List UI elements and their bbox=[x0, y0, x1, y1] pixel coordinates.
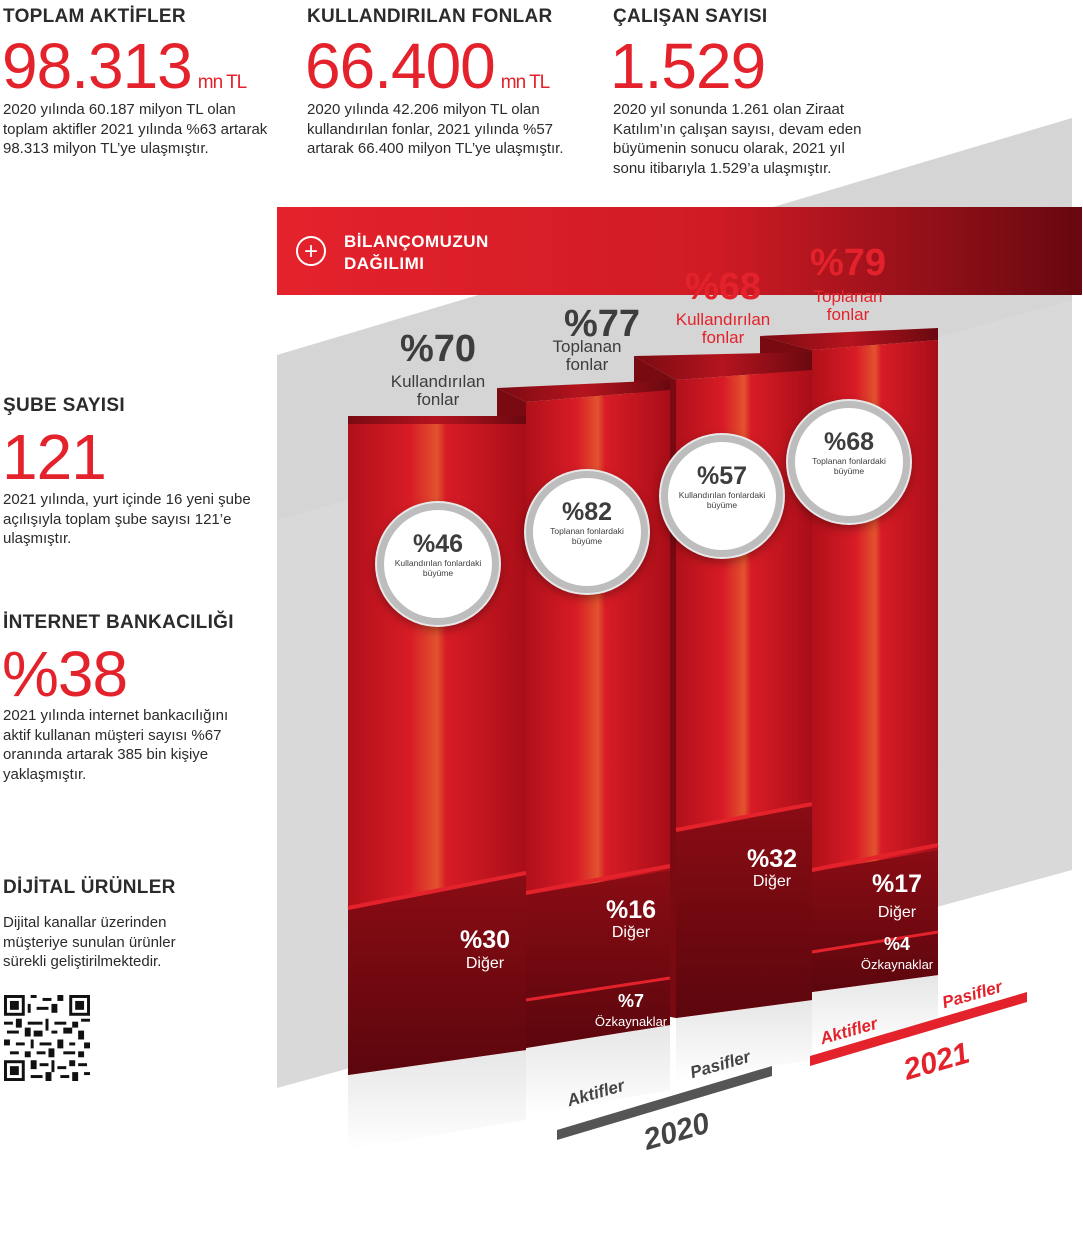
total-assets-desc: 2020 yılında 60.187 milyon TL olan topla… bbox=[3, 101, 268, 157]
bar-4-other-label: Diğer bbox=[877, 904, 917, 921]
internet-banking-desc: 2021 yılında internet bankacılığını akti… bbox=[3, 707, 229, 783]
used-funds-title: KULLANDIRILAN FONLAR bbox=[307, 6, 553, 27]
bar-3-top bbox=[634, 352, 812, 380]
total-assets-number: 98.313 bbox=[2, 30, 193, 102]
digital-desc: Dijital kanallar üzerinden müşteriye sun… bbox=[3, 914, 176, 970]
total-assets-value: 98.313 mn TL bbox=[2, 34, 248, 115]
bar-3-main-value: %68 bbox=[684, 266, 762, 308]
branches-value: 121 bbox=[2, 421, 107, 493]
bar-1-other-label: Diğer bbox=[465, 955, 505, 972]
bar-1-growth-value: %46 bbox=[412, 530, 464, 558]
bar-4-growth-label: Toplanan fonlardaki büyüme bbox=[812, 456, 886, 476]
bar-1-main-label-1: Kullandırılan bbox=[390, 372, 486, 391]
employees-title: ÇALIŞAN SAYISI bbox=[613, 6, 768, 27]
bar-1-main-label: Kullandırılan fonlar bbox=[348, 373, 528, 409]
bar-1-main-value: %70 bbox=[399, 328, 477, 370]
bar-3-growth-badge: %57 Kullandırılan fonlardaki büyüme bbox=[668, 442, 776, 550]
bar-4-growth-value: %68 bbox=[823, 428, 875, 456]
floor-shadow-1 bbox=[348, 1050, 526, 1150]
floor-shadow-3 bbox=[676, 1000, 812, 1080]
bar-2-equity-label: Özkaynaklar bbox=[594, 1014, 668, 1029]
bar-1-main-label-2: fonlar bbox=[416, 390, 460, 409]
bar-3-other-label: Diğer bbox=[752, 873, 792, 890]
bar-3-other-value: %32 bbox=[746, 845, 798, 873]
bar-3-main-label-2: fonlar bbox=[701, 328, 745, 347]
qr-code-icon[interactable] bbox=[4, 995, 90, 1081]
floor-shadow-2 bbox=[526, 1025, 670, 1115]
bar-4-growth-badge: %68 Toplanan fonlardaki büyüme bbox=[795, 408, 903, 516]
banner-title: BİLANÇOMUZUN DAĞILIMI bbox=[344, 231, 489, 275]
used-funds-value: 66.400 mn TL bbox=[305, 34, 551, 115]
axis-2020-strip bbox=[557, 1066, 772, 1140]
bar-4-equity-value: %4 bbox=[883, 934, 910, 954]
bar-3-main-label-1: Kullandırılan bbox=[675, 310, 771, 329]
internet-banking-title: İNTERNET BANKACILIĞI bbox=[3, 612, 234, 633]
employees-value: 1.529 bbox=[610, 30, 766, 102]
bar-4-main-label-1: Toplanan bbox=[813, 287, 883, 306]
bar-2-main-value: %77 bbox=[563, 303, 641, 345]
bar-3-growth-label: Kullandırılan fonlardaki büyüme bbox=[678, 490, 766, 510]
bar-3-main-label: Kullandırılan fonlar bbox=[633, 311, 813, 347]
bar-4-top bbox=[760, 328, 938, 350]
bar-1-other-value: %30 bbox=[459, 926, 511, 954]
bar-2-growth-value: %82 bbox=[561, 498, 613, 526]
bar-3-seg-other bbox=[676, 806, 812, 1018]
banner-edge bbox=[1070, 207, 1082, 295]
axis-2021-strip bbox=[810, 992, 1027, 1066]
total-assets-unit: mn TL bbox=[197, 72, 248, 93]
bar-4-seg-other bbox=[812, 850, 938, 992]
bar-2-top bbox=[497, 380, 670, 402]
plus-circle-icon[interactable]: + bbox=[296, 236, 326, 266]
branches-desc: 2021 yılında, yurt içinde 16 yeni şube a… bbox=[3, 491, 251, 547]
bar-4-main-value: %79 bbox=[809, 242, 887, 284]
banner-title-line1: BİLANÇOMUZUN bbox=[344, 232, 489, 251]
banner-bg bbox=[277, 207, 1070, 295]
bar-2-other-label: Diğer bbox=[611, 924, 651, 941]
bar-4-main-label-2: fonlar bbox=[826, 305, 870, 324]
bar-4-equity-label: Özkaynaklar bbox=[860, 957, 934, 972]
bar-1-seg-other bbox=[348, 875, 526, 1075]
digital-title: DİJİTAL ÜRÜNLER bbox=[3, 877, 176, 898]
bar-2-main-label-1: Toplanan bbox=[552, 337, 622, 356]
used-funds-desc: 2020 yılında 42.206 milyon TL olan kulla… bbox=[307, 101, 564, 157]
bar-2-growth-badge: %82 Toplanan fonlardaki büyüme bbox=[533, 478, 641, 586]
used-funds-unit: mn TL bbox=[500, 72, 551, 93]
branches-title: ŞUBE SAYISI bbox=[3, 395, 125, 416]
bar-2-main-label: Toplanan fonlar bbox=[497, 338, 677, 374]
bar-2-growth-label: Toplanan fonlardaki büyüme bbox=[550, 526, 624, 546]
bar-4-main-label: Toplanan fonlar bbox=[758, 288, 938, 324]
bar-4-other-value: %17 bbox=[871, 870, 923, 898]
bar-2-main-label-2: fonlar bbox=[565, 355, 609, 374]
bar-1-top bbox=[348, 416, 526, 424]
used-funds-number: 66.400 bbox=[305, 30, 496, 102]
banner-title-line2: DAĞILIMI bbox=[344, 254, 425, 273]
internet-banking-value: %38 bbox=[2, 638, 128, 710]
bar-2-equity-value: %7 bbox=[617, 991, 644, 1011]
bar-1-growth-label: Kullandırılan fonlardaki büyüme bbox=[394, 558, 482, 578]
bar-1-growth-badge: %46 Kullandırılan fonlardaki büyüme bbox=[384, 510, 492, 618]
total-assets-title: TOPLAM AKTİFLER bbox=[3, 6, 186, 27]
bar-2-seg-other bbox=[526, 870, 670, 1048]
bar-2-other-value: %16 bbox=[605, 896, 657, 924]
bar-3-growth-value: %57 bbox=[696, 462, 748, 490]
employees-desc: 2020 yıl sonunda 1.261 olan Ziraat Katıl… bbox=[613, 101, 862, 177]
